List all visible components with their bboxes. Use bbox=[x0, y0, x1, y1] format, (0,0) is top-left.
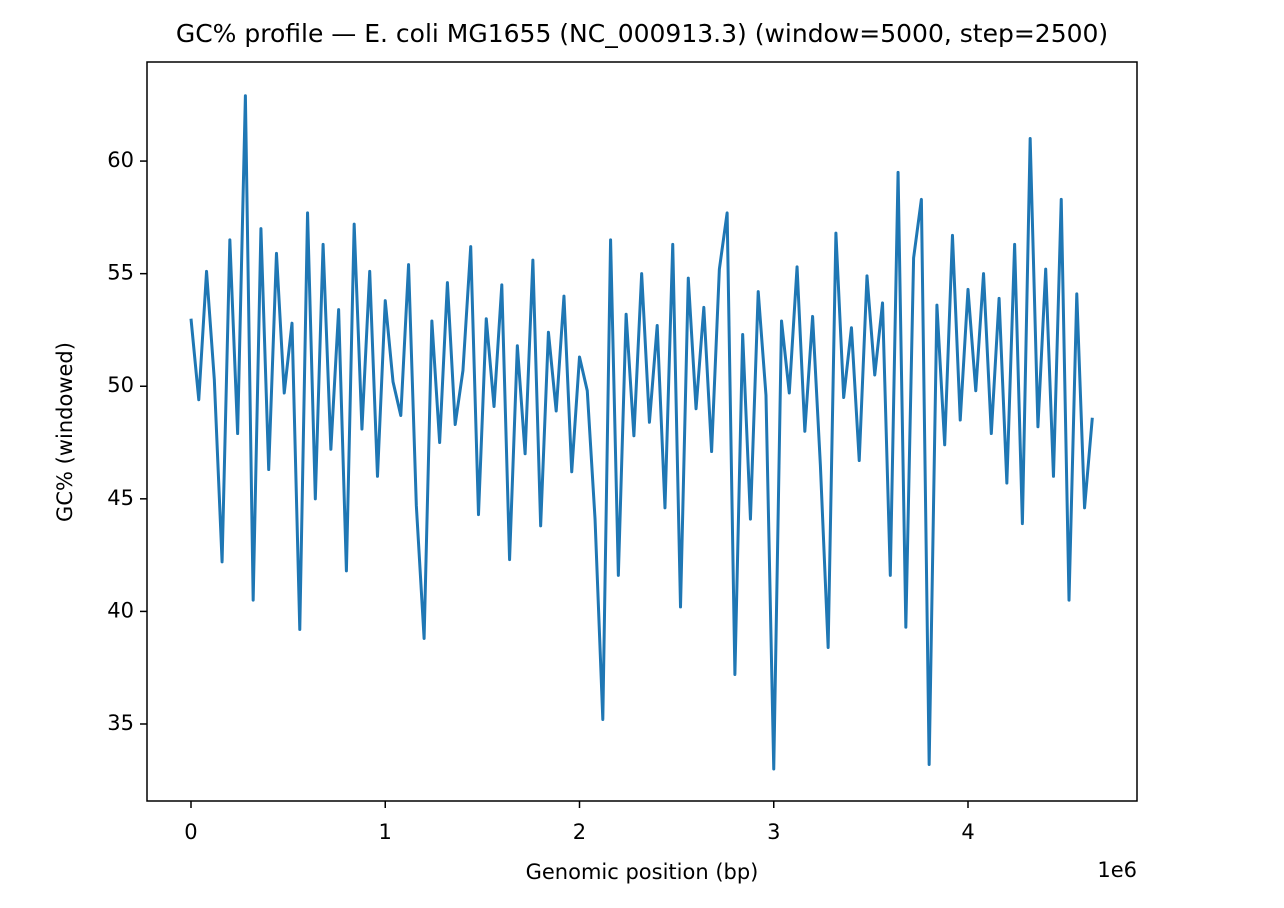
x-tick-label: 0 bbox=[184, 820, 197, 844]
x-offset-label: 1e6 bbox=[1097, 858, 1137, 882]
x-tick-label: 2 bbox=[573, 820, 586, 844]
x-tick-label: 1 bbox=[379, 820, 392, 844]
chart-title: GC% profile — E. coli MG1655 (NC_000913.… bbox=[176, 19, 1108, 48]
y-tick-label: 55 bbox=[107, 261, 134, 285]
y-tick-label: 60 bbox=[107, 148, 134, 172]
y-tick-label: 35 bbox=[107, 711, 134, 735]
data-line bbox=[189, 94, 1094, 771]
y-tick-label: 45 bbox=[107, 486, 134, 510]
y-tick-label: 50 bbox=[107, 373, 134, 397]
x-axis-label: Genomic position (bp) bbox=[526, 860, 759, 884]
x-tick-label: 3 bbox=[767, 820, 780, 844]
y-axis-label: GC% (windowed) bbox=[53, 342, 77, 522]
x-tick-label: 4 bbox=[961, 820, 974, 844]
y-tick-label: 40 bbox=[107, 598, 134, 622]
plot-frame bbox=[146, 61, 1138, 802]
